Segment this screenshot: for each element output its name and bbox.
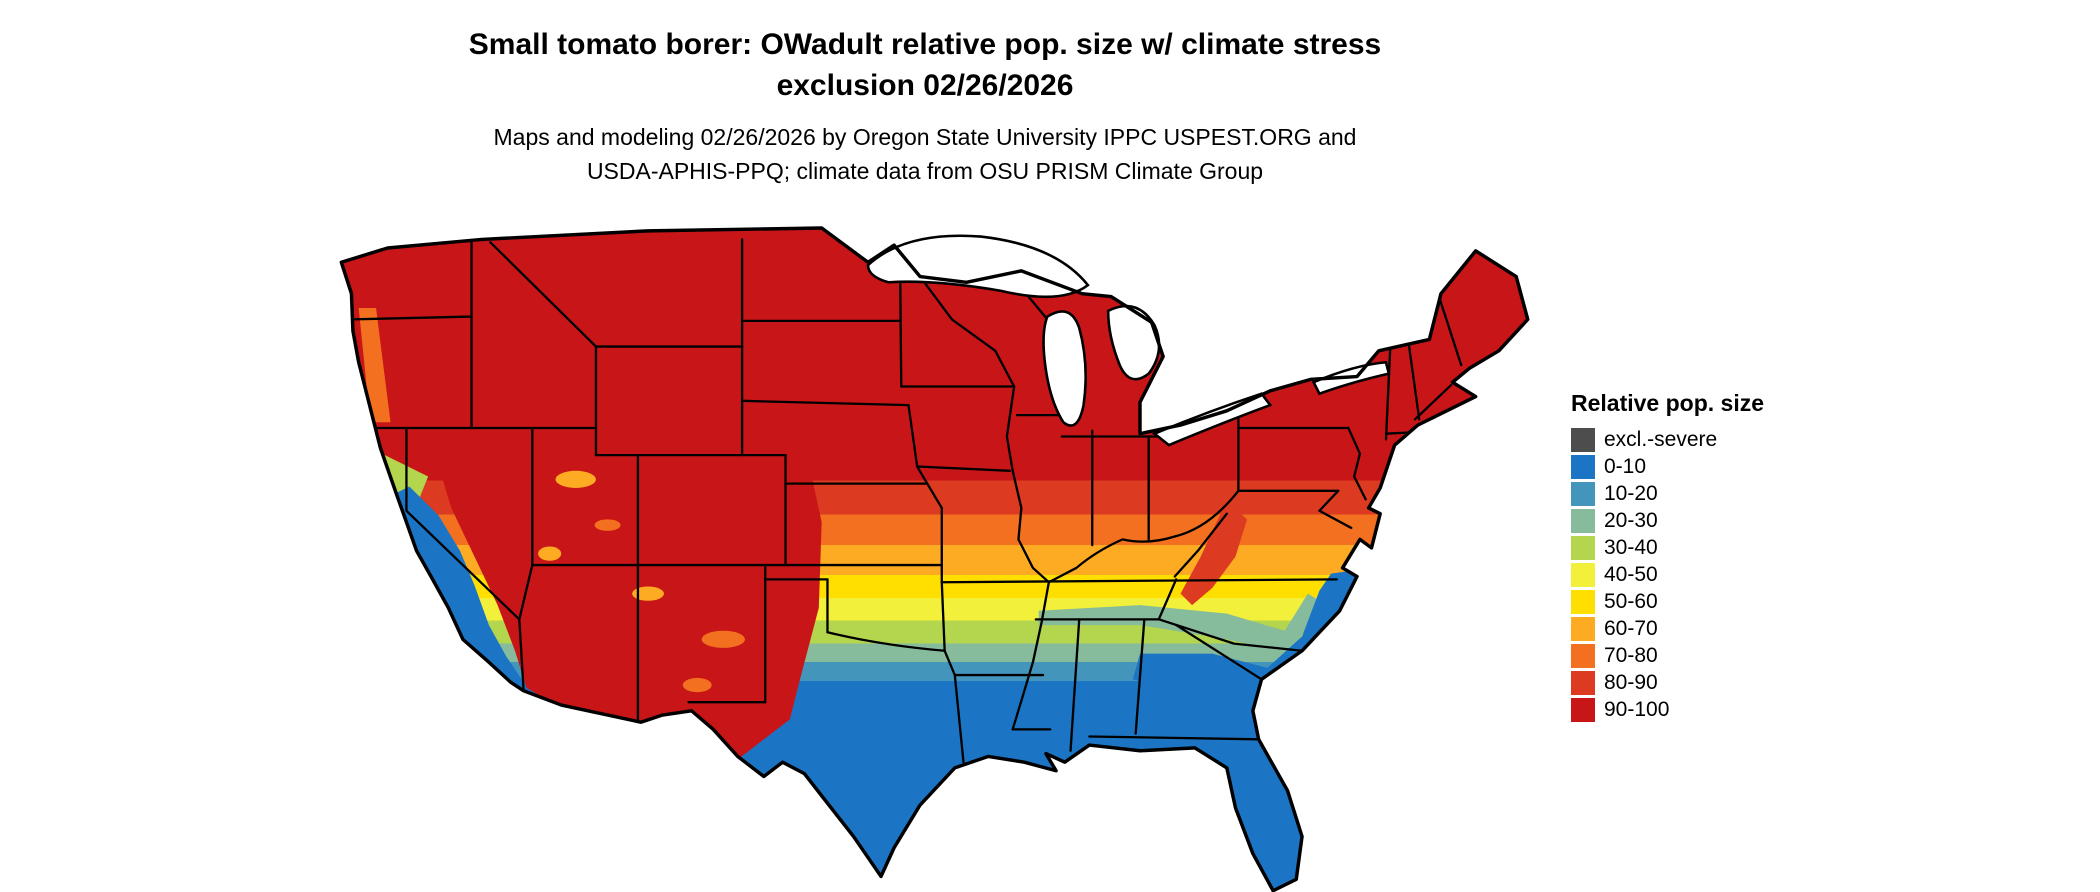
appalachian-high-band: [1180, 500, 1248, 606]
rio-grande-patch: [682, 677, 712, 693]
legend-label: 90-100: [1604, 698, 1670, 721]
legend-title: Relative pop. size: [1571, 390, 1765, 416]
lake-erie: [1151, 392, 1273, 447]
state-boundaries: [341, 238, 1463, 764]
legend-label: 60-70: [1604, 617, 1658, 640]
nevada-patch: [594, 519, 621, 531]
legend-item: 40-50: [1571, 563, 1821, 587]
legend-swatch: [1571, 455, 1595, 479]
legend-swatch: [1571, 509, 1595, 533]
new-mexico-patch: [701, 630, 746, 648]
legend-swatch: [1571, 617, 1595, 641]
great-lakes: [866, 234, 1391, 447]
legend-label: 80-90: [1604, 671, 1658, 694]
arizona-patch: [632, 586, 664, 601]
figure-subtitle-line2: USDA-APHIS-PPQ; climate data from OSU PR…: [586, 158, 1264, 184]
raster-layer: [341, 227, 1528, 891]
legend-items: excl.-severe 0-10 10-20 20-30 30-40 40-50 50-6…: [1571, 428, 1821, 722]
legend-swatch: [1571, 482, 1595, 506]
national-boundary-coastline: [339, 226, 1530, 892]
legend-label: 40-50: [1604, 563, 1658, 586]
legend-item: 90-100: [1571, 698, 1821, 722]
great-basin-patch: [555, 470, 596, 488]
lake-huron: [1106, 304, 1161, 381]
pacific-northwest-coast-band: [358, 307, 391, 423]
utah-patch: [538, 546, 562, 561]
legend-swatch: [1571, 698, 1595, 722]
us-choropleth-map: [214, 208, 1603, 892]
legend-swatch: [1571, 590, 1595, 614]
legend-item: 0-10: [1571, 455, 1821, 479]
legend-item: 70-80: [1571, 644, 1821, 668]
legend-label: excl.-severe: [1604, 428, 1718, 451]
legend-swatch: [1571, 536, 1595, 560]
legend-item: 60-70: [1571, 617, 1821, 641]
lake-superior: [866, 234, 1090, 299]
figure-title-line1: Small tomato borer: OWadult relative pop…: [468, 28, 1382, 61]
legend-label: 50-60: [1604, 590, 1658, 613]
figure-subtitle: Maps and modeling 02/26/2026 by Oregon S…: [300, 120, 1550, 188]
legend-label: 10-20: [1604, 482, 1658, 505]
figure-title-line2: exclusion 02/26/2026: [776, 69, 1074, 102]
legend-item: 30-40: [1571, 536, 1821, 560]
west-high-population-region: [428, 265, 822, 760]
legend-label: 70-80: [1604, 644, 1658, 667]
legend-swatch: [1571, 644, 1595, 668]
legend-item: 80-90: [1571, 671, 1821, 695]
legend-swatch: [1571, 428, 1595, 452]
legend-label: 30-40: [1604, 536, 1658, 559]
us-map-svg: [339, 226, 1530, 892]
legend-swatch: [1571, 563, 1595, 587]
lake-michigan: [1042, 310, 1087, 427]
figure-title: Small tomato borer: OWadult relative pop…: [300, 24, 1550, 106]
legend-label: 0-10: [1604, 455, 1647, 478]
legend-swatch: [1571, 671, 1595, 695]
legend-label: 20-30: [1604, 509, 1658, 532]
legend-item: 20-30: [1571, 509, 1821, 533]
legend-item: excl.-severe: [1571, 428, 1821, 452]
map-legend: Relative pop. size excl.-severe 0-10 10-20…: [1571, 390, 1821, 725]
legend-item: 50-60: [1571, 590, 1821, 614]
legend-item: 10-20: [1571, 482, 1821, 506]
southeast-transition-band: [1038, 593, 1323, 654]
figure-subtitle-line1: Maps and modeling 02/26/2026 by Oregon S…: [493, 124, 1357, 150]
california-low-population-region: [380, 486, 533, 706]
